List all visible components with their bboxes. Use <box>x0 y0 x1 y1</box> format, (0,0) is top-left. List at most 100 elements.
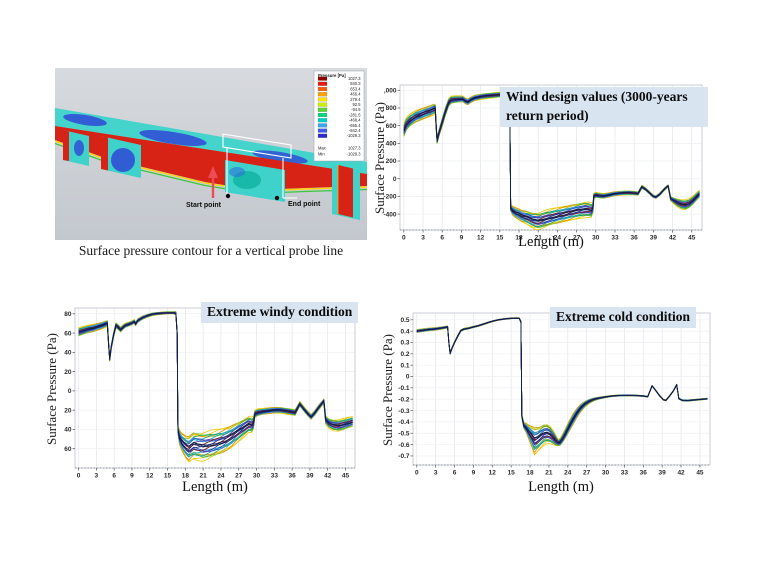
svg-text:45: 45 <box>688 235 696 242</box>
svg-text:24: 24 <box>554 235 562 242</box>
svg-text:60: 60 <box>64 446 72 453</box>
svg-text:0: 0 <box>77 473 81 480</box>
svg-text:,000: ,000 <box>384 88 397 95</box>
svg-text:0: 0 <box>406 374 410 381</box>
end-point-label: End point <box>288 201 321 208</box>
legend-min-value: -1029.3 <box>347 152 362 157</box>
svg-text:39: 39 <box>659 470 667 477</box>
svg-text:9: 9 <box>472 470 476 477</box>
svg-text:466.4: 466.4 <box>350 92 361 97</box>
svg-text:21: 21 <box>535 235 543 242</box>
svg-text:21: 21 <box>200 473 208 480</box>
svg-text:27: 27 <box>583 470 591 477</box>
svg-text:36: 36 <box>289 473 297 480</box>
svg-text:21: 21 <box>545 470 553 477</box>
chart-wind-design: 0 3 6 9 12 15 18 21 24 27 30 33 36 39 42 45,000 800 600 40… <box>372 60 724 266</box>
x-axis-label: Length (m) <box>182 479 248 495</box>
svg-text:15: 15 <box>508 470 516 477</box>
legend-rows: 1027.3840.3653.4466.4279.492.5-94.5-281.… <box>317 76 362 138</box>
svg-text:3: 3 <box>421 235 425 242</box>
pier-probe <box>225 160 285 202</box>
svg-text:840.3: 840.3 <box>350 81 361 86</box>
svg-text:0: 0 <box>402 235 406 242</box>
svg-text:12: 12 <box>146 473 154 480</box>
probe-arrow <box>208 166 218 198</box>
probe-box <box>222 133 297 199</box>
svg-text:-655.4: -655.4 <box>349 123 361 128</box>
svg-text:653.4: 653.4 <box>350 86 361 91</box>
extreme-windy-plot: 0 3 6 9 12 15 18 21 24 27 30 33 36 39 42 45806040200204… <box>64 307 356 480</box>
svg-text:92.5: 92.5 <box>353 102 362 107</box>
svg-text:40: 40 <box>64 350 72 357</box>
y-axis-label: Surface Pressure (Pa) <box>380 334 395 446</box>
extreme-cold-plot: 0 3 6 9 12 15 18 21 24 27 30 33 36 39 42 450.50.40.30.2… <box>398 312 711 477</box>
svg-text:9: 9 <box>130 473 134 480</box>
svg-text:18: 18 <box>182 473 190 480</box>
svg-text:45: 45 <box>696 470 704 477</box>
svg-text:33: 33 <box>621 470 629 477</box>
start-point-dot <box>225 193 231 199</box>
svg-text:-0.2: -0.2 <box>398 396 410 403</box>
svg-text:27: 27 <box>573 235 581 242</box>
deck-blue-patch <box>139 130 207 146</box>
cfd-contour-panel: Start point End point Pressure [Pa] 1027… <box>54 68 368 240</box>
svg-text:-400: -400 <box>383 211 396 218</box>
svg-text:200: 200 <box>386 158 397 165</box>
pier-2 <box>101 136 141 178</box>
pier-right <box>332 164 360 220</box>
legend-title: Pressure [Pa] <box>318 73 346 78</box>
end-point-dot <box>274 195 280 201</box>
svg-text:15: 15 <box>164 473 172 480</box>
svg-text:45: 45 <box>342 473 350 480</box>
svg-text:800: 800 <box>386 105 397 112</box>
svg-text:-468.4: -468.4 <box>349 118 361 123</box>
svg-text:24: 24 <box>217 473 225 480</box>
svg-text:-200: -200 <box>383 194 396 201</box>
svg-text:0: 0 <box>415 470 419 477</box>
svg-text:0: 0 <box>393 176 397 183</box>
svg-text:30: 30 <box>602 470 610 477</box>
svg-text:0.3: 0.3 <box>400 340 409 347</box>
svg-text:27: 27 <box>235 473 243 480</box>
svg-text:279.4: 279.4 <box>350 97 361 102</box>
svg-text:39: 39 <box>650 235 658 242</box>
svg-text:0.1: 0.1 <box>400 362 409 369</box>
chart-extreme-windy: 0 3 6 9 12 15 18 21 24 27 30 33 36 39 42 45 80 60 40 20 0 20 4… <box>36 295 392 510</box>
svg-text:42: 42 <box>324 473 332 480</box>
pressure-legend: Pressure [Pa] 1027.3840.3653.4466.4279.4… <box>313 70 365 162</box>
deck-red-face <box>55 126 367 190</box>
svg-text:3: 3 <box>95 473 99 480</box>
y-axis-label: Surface Pressure (Pa) <box>372 102 387 214</box>
chart-extreme-cold: 0 3 6 9 12 15 18 21 24 27 30 33 36 39 42 45 0.5 0.4 0.3 0.2… <box>376 295 732 510</box>
svg-text:3: 3 <box>434 470 438 477</box>
svg-text:1027.3: 1027.3 <box>348 76 361 81</box>
svg-text:12: 12 <box>477 235 485 242</box>
deck-blue-patch <box>63 113 107 127</box>
x-axis-label: Length (m) <box>528 479 594 495</box>
svg-text:20: 20 <box>64 369 72 376</box>
x-axis-label: Length (m) <box>518 234 584 250</box>
svg-text:80: 80 <box>64 311 72 318</box>
svg-text:6: 6 <box>453 470 457 477</box>
svg-text:9: 9 <box>460 235 464 242</box>
svg-text:-0.4: -0.4 <box>398 419 410 426</box>
bridge-piers <box>63 130 360 220</box>
svg-text:20: 20 <box>64 407 72 414</box>
svg-text:-0.1: -0.1 <box>398 385 410 392</box>
svg-text:15: 15 <box>496 235 504 242</box>
svg-text:36: 36 <box>631 235 639 242</box>
legend-max-label: Max <box>318 146 326 151</box>
svg-text:39: 39 <box>306 473 314 480</box>
svg-text:30: 30 <box>592 235 600 242</box>
chart-title-wind-design: Wind design values (3000-years return pe… <box>500 87 708 127</box>
svg-text:12: 12 <box>489 470 497 477</box>
svg-text:33: 33 <box>611 235 619 242</box>
svg-text:40: 40 <box>64 427 72 434</box>
legend-max-value: 1027.3 <box>348 146 361 151</box>
svg-text:6: 6 <box>112 473 116 480</box>
svg-text:42: 42 <box>677 470 685 477</box>
svg-text:0.2: 0.2 <box>400 351 409 358</box>
pier-1 <box>63 130 89 166</box>
svg-text:18: 18 <box>515 235 523 242</box>
